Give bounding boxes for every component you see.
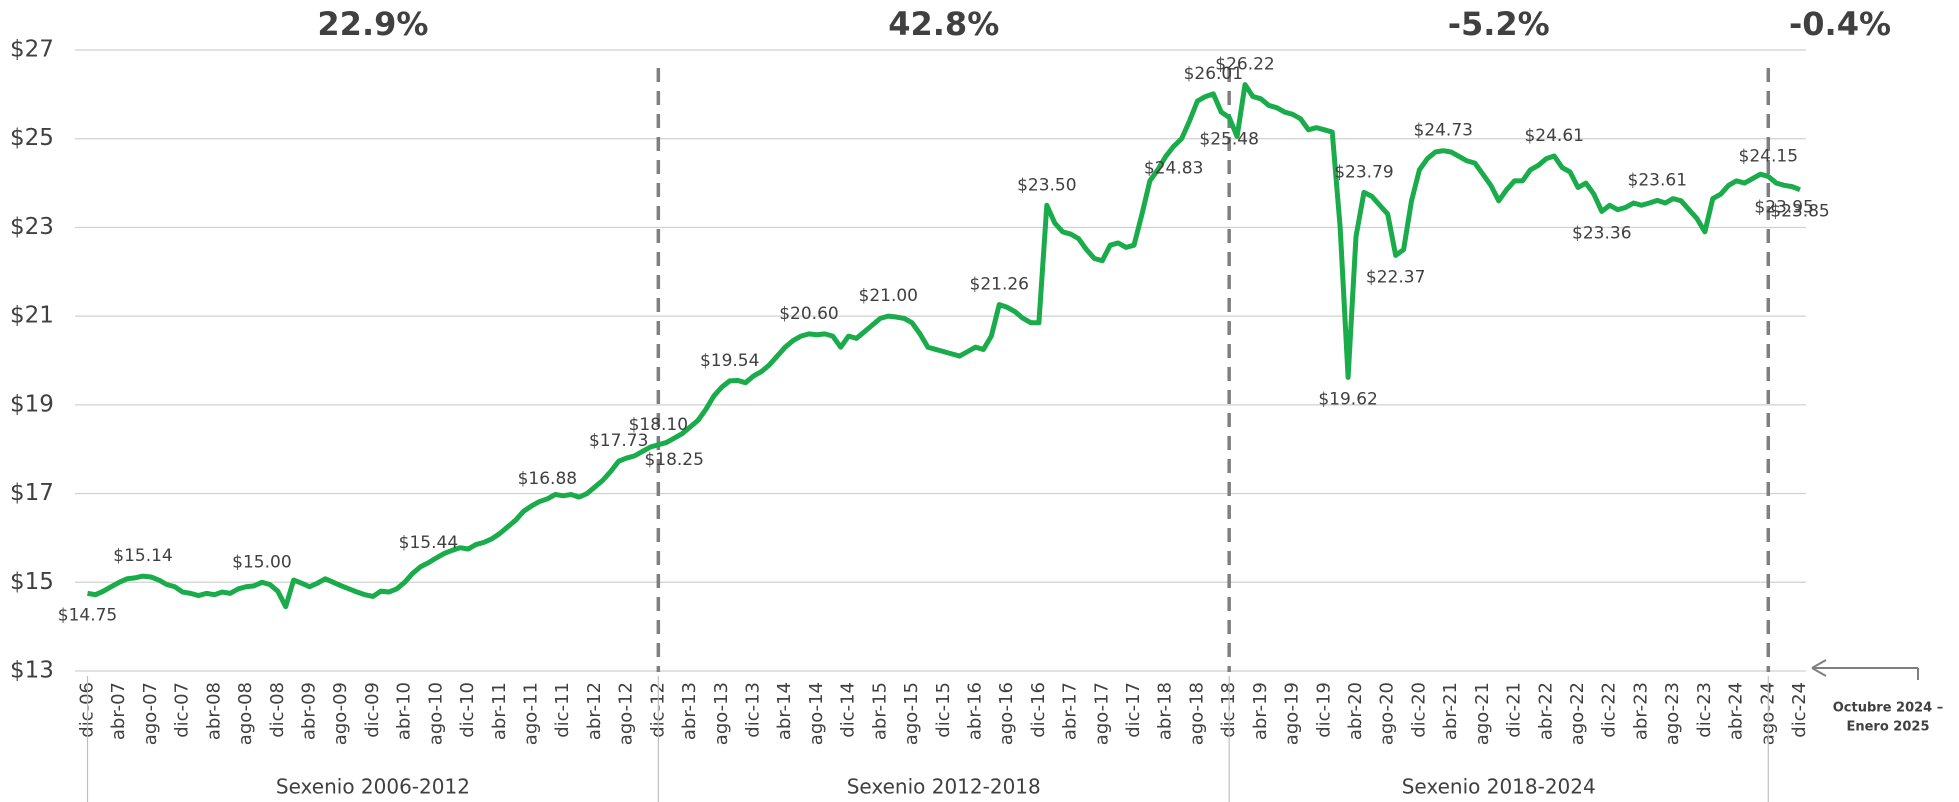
x-tick-label: abr-17 bbox=[1060, 682, 1081, 740]
value-label: $24.61 bbox=[1524, 126, 1583, 146]
value-label: $16.88 bbox=[518, 469, 577, 489]
value-label: $24.83 bbox=[1144, 158, 1203, 178]
x-tick-label: dic-19 bbox=[1313, 682, 1334, 738]
x-tick-label: abr-10 bbox=[394, 682, 415, 740]
y-tick-label: $17 bbox=[10, 480, 54, 506]
value-label: $26.01 bbox=[1184, 64, 1243, 84]
x-tick-label: abr-18 bbox=[1155, 682, 1176, 740]
period-change: -5.2% bbox=[1448, 5, 1550, 43]
value-label: $15.00 bbox=[232, 552, 291, 572]
period-label: Sexenio 2018-2024 bbox=[1402, 775, 1596, 799]
x-tick-label: abr-12 bbox=[584, 682, 605, 740]
note-line: Octubre 2024 – bbox=[1833, 701, 1944, 716]
x-tick-label: dic-10 bbox=[457, 682, 478, 738]
note-line: Enero 2025 bbox=[1846, 720, 1929, 735]
x-tick-label: ago-22 bbox=[1567, 682, 1588, 745]
value-label: $23.50 bbox=[1017, 175, 1076, 195]
x-tick-label: ago-16 bbox=[996, 682, 1017, 745]
x-tick-label: ago-08 bbox=[235, 682, 256, 745]
x-tick-label: ago-09 bbox=[330, 682, 351, 745]
value-label: $17.73 bbox=[589, 431, 648, 451]
y-tick-label: $21 bbox=[10, 303, 54, 329]
x-tick-label: abr-19 bbox=[1250, 682, 1271, 740]
y-tick-label: $13 bbox=[10, 658, 54, 684]
x-tick-label: ago-20 bbox=[1377, 682, 1398, 745]
note-arrow bbox=[1811, 659, 1919, 680]
x-tick-label: ago-18 bbox=[1186, 682, 1207, 745]
x-tick-label: abr-08 bbox=[203, 682, 224, 740]
value-label: $23.36 bbox=[1572, 223, 1631, 243]
x-tick-label: ago-12 bbox=[616, 682, 637, 745]
price-line bbox=[87, 82, 1801, 610]
x-tick-label: dic-23 bbox=[1694, 682, 1715, 738]
x-tick-label: ago-10 bbox=[425, 682, 446, 745]
value-label: $24.73 bbox=[1413, 121, 1472, 141]
period-label: Sexenio 2006-2012 bbox=[276, 775, 470, 799]
x-tick-label: abr-13 bbox=[679, 682, 700, 740]
x-tick-label: dic-14 bbox=[838, 682, 859, 738]
x-tick-label: abr-15 bbox=[869, 682, 890, 740]
y-tick-label: $27 bbox=[10, 37, 54, 63]
x-tick-label: abr-24 bbox=[1726, 682, 1747, 740]
x-tick-label: dic-08 bbox=[267, 682, 288, 738]
value-label: $14.75 bbox=[58, 605, 117, 625]
x-tick-label: dic-13 bbox=[742, 682, 763, 738]
period-change: 42.8% bbox=[888, 5, 999, 43]
value-label: $19.54 bbox=[700, 351, 759, 371]
value-label: $23.85 bbox=[1770, 202, 1829, 222]
x-tick-label: dic-11 bbox=[552, 682, 573, 738]
x-tick-label: abr-16 bbox=[964, 682, 985, 740]
period-change: 22.9% bbox=[317, 5, 428, 43]
value-label: $23.79 bbox=[1334, 162, 1393, 182]
x-tick-label: dic-17 bbox=[1123, 682, 1144, 738]
y-tick-label: $25 bbox=[10, 125, 54, 151]
x-tick-label: abr-11 bbox=[489, 682, 510, 740]
y-tick-label: $19 bbox=[10, 391, 54, 417]
y-tick-label: $15 bbox=[10, 569, 54, 595]
period-label: Sexenio 2012-2018 bbox=[847, 775, 1041, 799]
x-tick-label: abr-09 bbox=[298, 682, 319, 740]
period-change: -0.4% bbox=[1789, 5, 1891, 43]
x-tick-label: ago-21 bbox=[1472, 682, 1493, 745]
value-label: $24.15 bbox=[1739, 146, 1798, 166]
x-tick-label: ago-19 bbox=[1282, 682, 1303, 745]
x-tick-label: ago-15 bbox=[901, 682, 922, 745]
y-tick-label: $23 bbox=[10, 214, 54, 240]
value-label: $21.26 bbox=[970, 275, 1029, 295]
x-tick-label: abr-14 bbox=[774, 682, 795, 740]
value-label: $20.60 bbox=[779, 304, 838, 324]
x-tick-label: ago-11 bbox=[520, 682, 541, 745]
x-tick-label: abr-20 bbox=[1345, 682, 1366, 740]
x-tick-label: ago-17 bbox=[1091, 682, 1112, 745]
value-label: $22.37 bbox=[1366, 267, 1425, 287]
value-label: $25.48 bbox=[1199, 129, 1258, 149]
x-tick-label: ago-07 bbox=[140, 682, 161, 745]
value-label: $23.95 bbox=[1754, 197, 1813, 217]
x-tick-label: dic-24 bbox=[1789, 682, 1810, 738]
value-label: $18.10 bbox=[629, 415, 688, 435]
x-tick-label: ago-14 bbox=[806, 682, 827, 745]
value-label: $19.62 bbox=[1318, 389, 1377, 409]
x-tick-label: dic-21 bbox=[1504, 682, 1525, 738]
x-tick-label: dic-22 bbox=[1599, 682, 1620, 738]
value-label: $18.25 bbox=[644, 450, 703, 470]
x-tick-label: abr-22 bbox=[1535, 682, 1556, 740]
value-label: $15.14 bbox=[113, 546, 172, 566]
x-tick-label: abr-21 bbox=[1440, 682, 1461, 740]
value-label: $21.00 bbox=[859, 286, 918, 306]
x-tick-label: abr-23 bbox=[1630, 682, 1651, 740]
x-tick-label: ago-23 bbox=[1662, 682, 1683, 745]
x-tick-label: dic-15 bbox=[933, 682, 954, 738]
x-tick-label: dic-07 bbox=[172, 682, 193, 738]
x-tick-label: abr-07 bbox=[108, 682, 129, 740]
x-tick-label: dic-16 bbox=[1028, 682, 1049, 738]
value-label: $15.44 bbox=[399, 533, 458, 553]
value-label: $26.22 bbox=[1215, 55, 1274, 75]
value-label: $23.61 bbox=[1628, 170, 1687, 190]
x-tick-label: dic-20 bbox=[1408, 682, 1429, 738]
x-tick-label: ago-13 bbox=[711, 682, 732, 745]
x-tick-label: dic-09 bbox=[362, 682, 383, 738]
